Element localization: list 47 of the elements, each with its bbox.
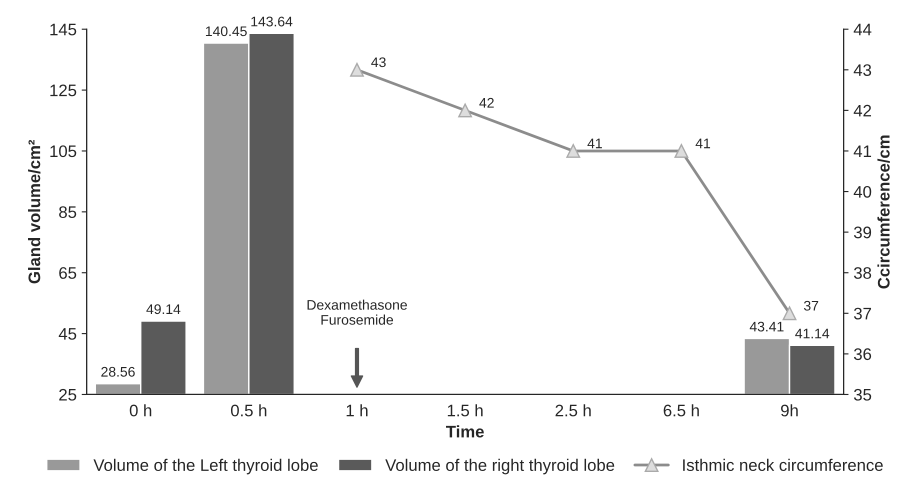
- y-tick-label: 125: [50, 84, 76, 96]
- data-label: 37: [804, 300, 818, 311]
- x-tick-label: 1 h: [346, 404, 368, 416]
- y2-axis-title: Ccircumference/cm: [877, 136, 890, 289]
- annotation: Dexamethasone Furosemide: [308, 300, 407, 325]
- y-tick-label: 65: [59, 267, 76, 279]
- y2-tick-label: 38: [854, 267, 872, 279]
- point: [566, 144, 580, 158]
- y2-tick-label: 36: [854, 348, 872, 360]
- data-label: 41.14: [795, 328, 830, 338]
- y2-tick-label: 44: [854, 24, 872, 36]
- y-tick-label: 25: [59, 388, 76, 401]
- point: [350, 62, 364, 77]
- y2-tick-label: 43: [854, 64, 872, 76]
- data-label: 43.41: [750, 322, 784, 332]
- data-label: 41: [587, 138, 602, 148]
- x-tick-label: 2.5 h: [556, 404, 591, 416]
- y-tick-label: 105: [50, 145, 76, 158]
- data-label: 42: [479, 98, 494, 108]
- y2-tick-label: 35: [854, 388, 872, 401]
- data-label: 49.14: [146, 304, 180, 314]
- legend-label: Volume of the Left thyroid lobe: [93, 458, 318, 474]
- legend-label: Volume of the right thyroid lobe: [385, 458, 614, 474]
- y2-tick-label: 37: [854, 308, 872, 320]
- data-label: 43: [371, 57, 386, 68]
- data-label: 41: [696, 138, 710, 148]
- y-tick-label: 145: [50, 24, 76, 36]
- x-tick-label: 0.5 h: [230, 404, 266, 416]
- y-tick-label: 45: [58, 328, 76, 340]
- y-tick-label: 85: [59, 206, 76, 218]
- y2-tick-label: 39: [854, 226, 872, 238]
- data-label: 140.45: [206, 26, 247, 36]
- legend-label: Isthmic neck circumference: [683, 458, 883, 472]
- x-tick-label: 6.5 h: [664, 404, 699, 416]
- data-label: 143.64: [251, 16, 292, 26]
- y2-tick-label: 42: [854, 104, 872, 116]
- x-tick-label: 1.5 h: [448, 404, 483, 416]
- point: [674, 144, 688, 158]
- x-tick-label: 9h: [781, 404, 798, 416]
- y2-tick-label: 40: [854, 186, 872, 198]
- data-label: 28.56: [101, 366, 135, 377]
- point: [782, 306, 796, 320]
- point: [458, 103, 472, 118]
- x-axis-title: Time: [446, 425, 484, 438]
- y-axis-title: Gland volume/cm²: [28, 140, 40, 284]
- x-tick-label: 0 h: [130, 404, 152, 416]
- y2-tick-label: 41: [854, 146, 872, 158]
